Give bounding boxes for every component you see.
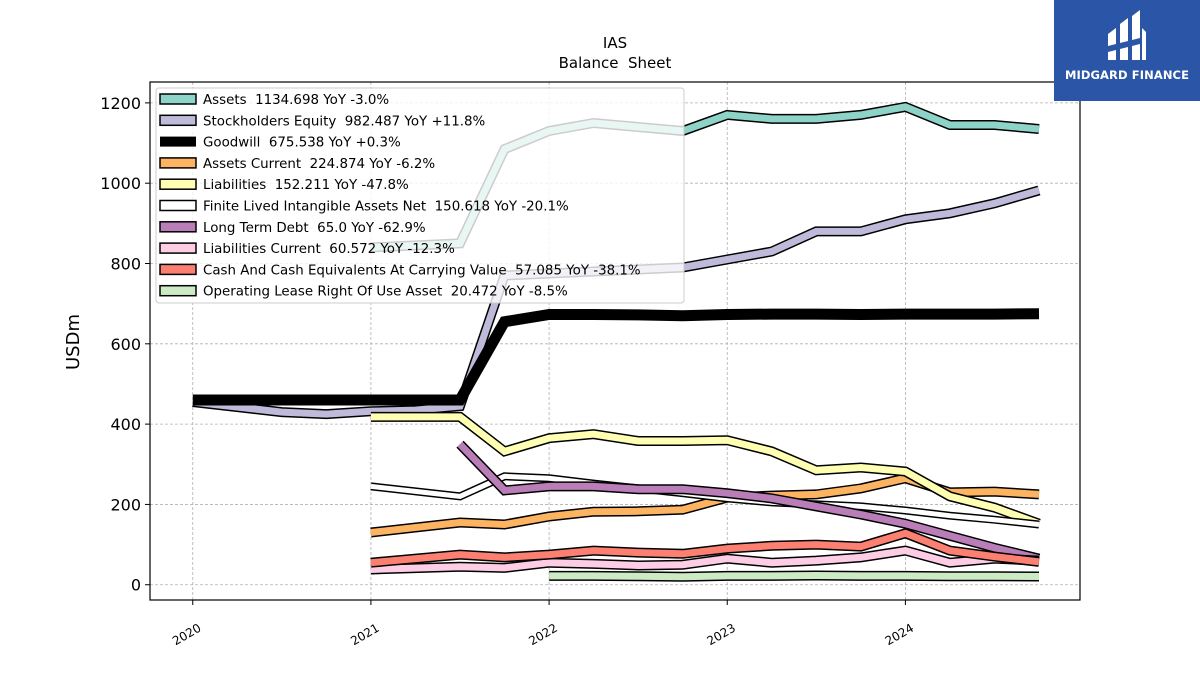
legend: Assets 1134.698 YoY -3.0% Stockholders Eq… (155, 87, 685, 304)
series-core (370, 413, 1041, 527)
series-line (456, 440, 1041, 564)
y-tick-label: 0 (131, 576, 141, 595)
legend-swatch (159, 93, 197, 105)
legend-swatch (159, 199, 197, 212)
legend-label: Finite Lived Intangible Assets Net 150.6… (203, 200, 569, 215)
x-tick-label: 2020 (170, 621, 203, 648)
legend-label: Operating Lease Right Of Use Asset 20.47… (203, 285, 568, 300)
legend-item: Assets Current 224.874 YoY -6.2% (159, 157, 435, 172)
y-tick-label: 200 (110, 495, 141, 514)
chart-title: IAS (603, 34, 627, 52)
legend-label: Long Term Debt 65.0 YoY -62.9% (203, 221, 426, 236)
legend-label: Liabilities Current 60.572 YoY -12.3% (203, 242, 455, 257)
series-line (370, 528, 1040, 568)
series-core (549, 571, 1040, 581)
y-tick-label: 400 (110, 415, 141, 434)
legend-item: Operating Lease Right Of Use Asset 20.47… (159, 284, 568, 300)
y-tick-label: 600 (110, 335, 141, 354)
legend-label: Liabilities 152.211 YoY -47.8% (203, 178, 409, 193)
legend-label: Cash And Cash Equivalents At Carrying Va… (203, 263, 641, 278)
legend-label: Assets 1134.698 YoY -3.0% (203, 93, 389, 108)
series-line (192, 308, 1040, 406)
plot-frame (149, 81, 1081, 601)
legend-label: Stockholders Equity 982.487 YoY +11.8% (203, 114, 485, 129)
legend-label: Assets Current 224.874 YoY -6.2% (203, 157, 435, 172)
legend-swatch (160, 136, 196, 147)
brand-name: MIDGARD FINANCE (1064, 68, 1190, 82)
legend-item: Liabilities Current 60.572 YoY -12.3% (159, 242, 455, 257)
series-line (549, 570, 1040, 582)
midgard-logo-icon (1108, 10, 1146, 60)
series-line (370, 472, 1040, 529)
chart-subtitle: Balance Sheet (559, 54, 672, 72)
series-line (370, 411, 1041, 529)
x-tick-label: 2021 (348, 621, 381, 648)
series-core (370, 529, 1040, 567)
legend-item: Cash And Cash Equivalents At Carrying Va… (159, 263, 641, 278)
legend-swatch (159, 178, 197, 190)
y-tick-label: 1000 (100, 174, 141, 193)
legend-item: Finite Lived Intangible Assets Net 150.6… (159, 199, 569, 215)
series-core (457, 441, 1040, 563)
legend-item: Stockholders Equity 982.487 YoY +11.8% (159, 114, 485, 129)
y-axis-label: USDm (63, 314, 84, 370)
series-core (370, 473, 1040, 527)
legend-swatch (159, 263, 197, 276)
series-core (370, 547, 1040, 573)
legend-swatch (159, 221, 197, 233)
legend-item: Goodwill 675.538 YoY +0.3% (160, 136, 401, 151)
legend-item: Long Term Debt 65.0 YoY -62.9% (159, 221, 426, 236)
y-tick-label: 800 (110, 255, 141, 274)
legend-box (155, 87, 685, 304)
x-tick-label: 2023 (705, 621, 738, 648)
x-tick-label: 2022 (526, 621, 559, 648)
series-core (192, 308, 1040, 406)
legend-item: Assets 1134.698 YoY -3.0% (159, 93, 389, 108)
legend-swatch (159, 242, 197, 254)
legend-item: Liabilities 152.211 YoY -47.8% (159, 178, 409, 193)
legend-swatch (159, 114, 197, 127)
series-line (370, 545, 1040, 575)
x-tick-label: 2024 (883, 621, 916, 648)
y-tick-label: 1200 (100, 94, 141, 113)
legend-swatch (159, 284, 197, 297)
brand-logo: MIDGARD FINANCE (1054, 0, 1200, 101)
legend-label: Goodwill 675.538 YoY +0.3% (203, 136, 401, 151)
legend-swatch (159, 157, 197, 169)
